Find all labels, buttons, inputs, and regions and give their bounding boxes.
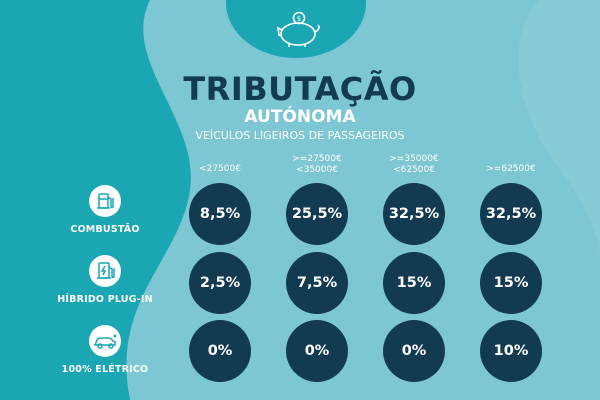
charging-station-icon: [89, 255, 121, 287]
cell-eletrico-1: 0%: [189, 320, 251, 382]
cell-hibrido-1: 2,5%: [189, 252, 251, 314]
cell-eletrico-2: 0%: [286, 320, 348, 382]
column-header-3-line2: <62500€: [393, 165, 435, 175]
cell-eletrico-3: 0%: [383, 320, 445, 382]
column-header-4-line1: >=62500€: [486, 164, 536, 174]
cell-combustao-4: 32,5%: [480, 183, 542, 245]
column-header-1: <27500€: [175, 164, 265, 175]
row-label-combustao: COMBUSTÃO: [70, 224, 140, 235]
cell-eletrico-4: 10%: [480, 320, 542, 382]
cell-combustao-1: 8,5%: [189, 183, 251, 245]
column-header-4: >=62500€: [466, 164, 556, 175]
column-header-1-line1: <27500€: [199, 164, 241, 174]
column-header-3-line1: >=35000€: [389, 154, 439, 164]
cell-combustao-2: 25,5%: [286, 183, 348, 245]
cell-combustao-3: 32,5%: [383, 183, 445, 245]
cell-hibrido-4: 15%: [480, 252, 542, 314]
piggy-bank-icon: $: [276, 11, 320, 47]
cell-hibrido-2: 7,5%: [286, 252, 348, 314]
fuel-pump-icon: [89, 185, 121, 217]
page-subtitle: AUTÓNOMA: [244, 107, 356, 127]
electric-car-icon: [89, 325, 121, 357]
cell-hibrido-3: 15%: [383, 252, 445, 314]
column-header-3: >=35000€ <62500€: [369, 154, 459, 176]
column-header-2-line1: >=27500€: [292, 154, 342, 164]
svg-text:$: $: [297, 15, 301, 23]
column-header-2-line2: <35000€: [296, 165, 338, 175]
row-label-eletrico: 100% ELÉTRICO: [61, 364, 149, 375]
page-title: TRIBUTAÇÃO: [183, 70, 417, 108]
page-subtitle-detail: VEÍCULOS LIGEIROS DE PASSAGEIROS: [195, 129, 405, 142]
row-label-hibrido: HÍBRIDO PLUG-IN: [57, 294, 153, 305]
column-header-2: >=27500€ <35000€: [272, 154, 362, 176]
